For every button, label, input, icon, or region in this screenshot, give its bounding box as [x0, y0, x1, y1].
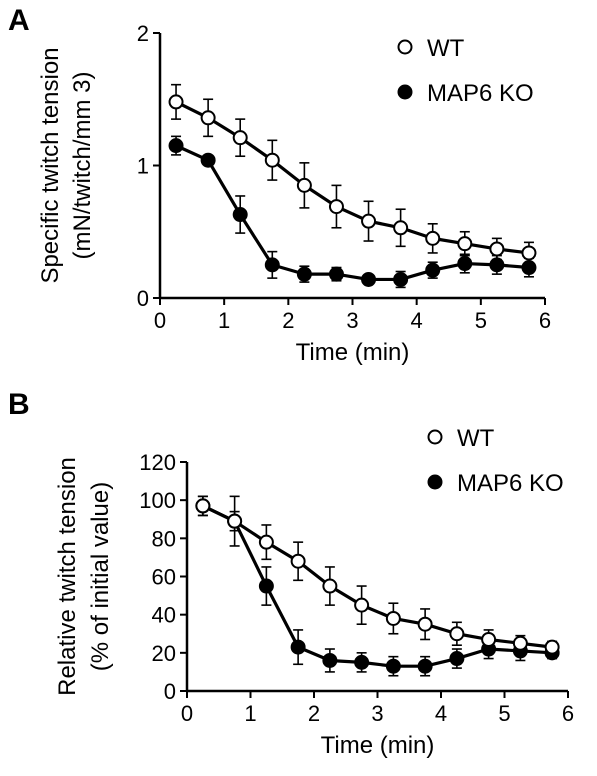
x-axis-title: Time (min)	[321, 732, 435, 759]
data-point	[425, 262, 441, 278]
x-tick-label: 6	[539, 308, 551, 333]
y-tick-label: 1	[137, 154, 149, 179]
data-point	[354, 654, 370, 670]
data-point	[168, 138, 184, 154]
data-point	[489, 241, 505, 257]
y-tick-label: 0	[164, 679, 176, 704]
x-tick-label: 0	[181, 701, 193, 726]
data-point	[481, 631, 497, 647]
data-point	[328, 199, 344, 215]
y-tick-label: 20	[152, 641, 176, 666]
x-tick-label: 2	[308, 701, 320, 726]
y-axis-title-line: (% of initial value)	[87, 482, 114, 671]
legend-marker	[397, 39, 413, 55]
data-point	[361, 213, 377, 229]
data-point	[322, 578, 338, 594]
x-tick-label: 4	[411, 308, 423, 333]
y-tick-label: 40	[152, 603, 176, 628]
data-point	[168, 94, 184, 110]
panel-letter: A	[8, 4, 30, 37]
x-tick-label: 4	[435, 701, 447, 726]
series-line	[175, 100, 530, 255]
data-point	[521, 245, 537, 261]
x-tick-label: 3	[371, 701, 383, 726]
data-point	[195, 498, 211, 514]
data-point	[232, 207, 248, 223]
x-tick-label: 0	[154, 308, 166, 333]
data-point	[417, 616, 433, 632]
y-axis-title-line: (mN/twitch/mm 3)	[69, 72, 96, 260]
data-point	[227, 513, 243, 529]
series-wt	[168, 83, 537, 265]
y-tick-label: 80	[152, 526, 176, 551]
data-point	[290, 639, 306, 655]
x-tick-label: 5	[475, 308, 487, 333]
legend-marker	[427, 429, 443, 445]
legend-marker	[397, 84, 413, 100]
data-point	[393, 220, 409, 236]
series-map6-ko	[168, 135, 537, 289]
data-point	[322, 652, 338, 668]
data-point	[264, 152, 280, 168]
legend-label: WT	[427, 35, 465, 62]
data-point	[393, 271, 409, 287]
x-tick-label: 3	[346, 308, 358, 333]
data-point	[449, 626, 465, 642]
y-axis-title-line: Specific twitch tension	[37, 47, 64, 283]
data-point	[544, 639, 560, 655]
y-tick-label: 60	[152, 565, 176, 590]
x-tick-label: 5	[498, 701, 510, 726]
panel-a: A 0 1 2 0 1 2 3 4 5 6 Time (min) Specific twitch ten…	[8, 4, 551, 366]
y-tick-label: 120	[139, 450, 176, 475]
y-tick-label: 2	[137, 21, 149, 46]
data-point	[449, 651, 465, 667]
series-wt	[195, 495, 560, 655]
legend-label: MAP6 KO	[427, 80, 534, 107]
data-point	[200, 110, 216, 126]
data-point	[354, 597, 370, 613]
data-point	[296, 177, 312, 193]
data-point	[425, 230, 441, 246]
data-point	[385, 658, 401, 674]
data-point	[290, 553, 306, 569]
data-point	[457, 256, 473, 272]
legend-label: MAP6 KO	[457, 470, 564, 497]
data-point	[385, 610, 401, 626]
series-line	[202, 504, 553, 649]
y-tick-label: 100	[139, 488, 176, 513]
data-point	[328, 266, 344, 282]
series-map6-ko	[195, 495, 560, 677]
legend-marker	[427, 474, 443, 490]
data-point	[417, 658, 433, 674]
data-point	[258, 578, 274, 594]
data-point	[232, 130, 248, 146]
x-tick-label: 1	[244, 701, 256, 726]
data-point	[200, 152, 216, 168]
legend-label: WT	[457, 425, 495, 452]
y-tick-label: 0	[137, 286, 149, 311]
data-point	[512, 635, 528, 651]
panel-b: B 0 20 40 60 80 100 120 0 1 2 3 4 5 6 Time (min) Relativ…	[8, 388, 574, 759]
x-axis-title: Time (min)	[296, 339, 410, 366]
x-tick-label: 1	[218, 308, 230, 333]
y-axis-title-line: Relative twitch tension	[54, 457, 81, 696]
data-point	[258, 534, 274, 550]
panel-letter: B	[8, 388, 30, 421]
data-point	[264, 257, 280, 273]
x-tick-label: 6	[562, 701, 574, 726]
data-point	[296, 266, 312, 282]
data-point	[457, 236, 473, 252]
x-tick-label: 2	[282, 308, 294, 333]
data-point	[361, 271, 377, 287]
